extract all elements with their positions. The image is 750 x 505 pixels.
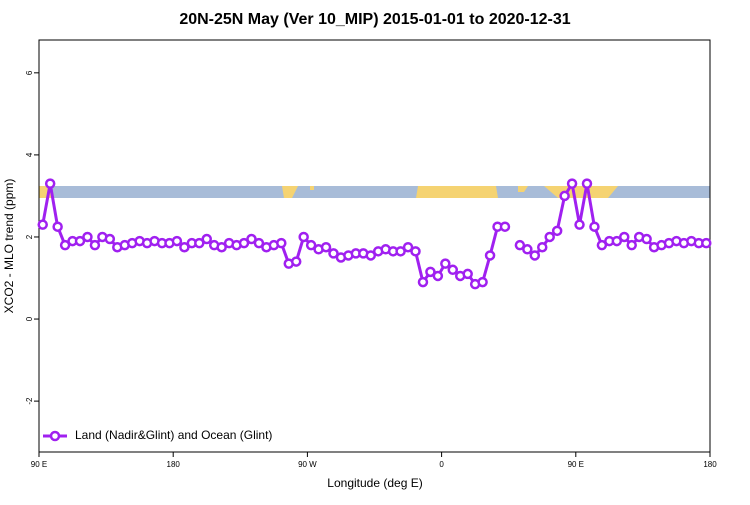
series-line xyxy=(41,182,707,286)
x-tick-label: 90 E xyxy=(568,460,584,469)
point xyxy=(537,241,548,253)
legend-marker xyxy=(49,430,61,442)
point xyxy=(701,237,712,249)
point xyxy=(432,270,444,282)
point xyxy=(253,237,265,249)
point xyxy=(440,258,451,269)
point xyxy=(626,239,637,251)
point xyxy=(514,239,526,251)
point xyxy=(201,233,212,245)
point xyxy=(52,221,63,232)
point xyxy=(194,237,205,249)
y-axis-label: XCO2 - MLO trend (ppm) xyxy=(2,179,16,314)
point xyxy=(529,250,541,261)
y-tick-label: 2 xyxy=(25,234,34,239)
point xyxy=(619,231,630,243)
point xyxy=(462,268,473,280)
point xyxy=(238,237,250,249)
x-tick-label: 0 xyxy=(439,460,444,469)
y-tick-label: 4 xyxy=(25,152,34,157)
point xyxy=(551,225,563,237)
point xyxy=(477,276,488,288)
x-tick-label: 90 W xyxy=(298,460,317,469)
point xyxy=(559,190,570,202)
point xyxy=(522,244,533,255)
point xyxy=(395,246,406,257)
point xyxy=(425,266,436,278)
point xyxy=(320,241,332,253)
point xyxy=(611,235,623,247)
point xyxy=(574,219,585,230)
x-tick-label: 180 xyxy=(167,460,181,469)
point xyxy=(305,239,317,251)
point xyxy=(74,235,86,247)
point xyxy=(216,241,227,253)
point xyxy=(104,233,116,245)
y-tick-label: -2 xyxy=(25,397,34,405)
legend-label: Land (Nadir&Glint) and Ocean (Glint) xyxy=(75,428,272,442)
x-tick-label: 180 xyxy=(703,460,717,469)
point xyxy=(581,178,593,189)
map-strip xyxy=(39,186,710,198)
point xyxy=(484,250,496,261)
x-tick-label: 90 E xyxy=(31,460,47,469)
point xyxy=(417,276,429,288)
x-axis-label: Longitude (deg E) xyxy=(327,476,422,490)
point xyxy=(171,235,183,247)
point xyxy=(59,239,71,251)
point xyxy=(544,231,555,243)
point xyxy=(179,241,190,253)
point xyxy=(566,178,578,189)
point xyxy=(596,239,608,251)
point xyxy=(276,237,287,249)
point xyxy=(298,231,309,243)
point xyxy=(89,239,101,251)
point xyxy=(641,233,652,245)
point xyxy=(328,248,339,259)
point xyxy=(82,231,93,243)
chart-title: 20N-25N May (Ver 10_MIP) 2015-01-01 to 2… xyxy=(179,11,570,28)
point xyxy=(410,246,421,257)
point xyxy=(499,221,511,232)
point xyxy=(447,264,459,276)
point xyxy=(246,233,257,245)
point xyxy=(402,241,414,253)
point xyxy=(37,219,48,230)
y-tick-label: 6 xyxy=(25,70,34,75)
point xyxy=(44,178,56,189)
point xyxy=(365,250,377,261)
y-tick-label: 0 xyxy=(25,316,34,321)
point xyxy=(290,256,302,267)
point xyxy=(589,221,600,232)
